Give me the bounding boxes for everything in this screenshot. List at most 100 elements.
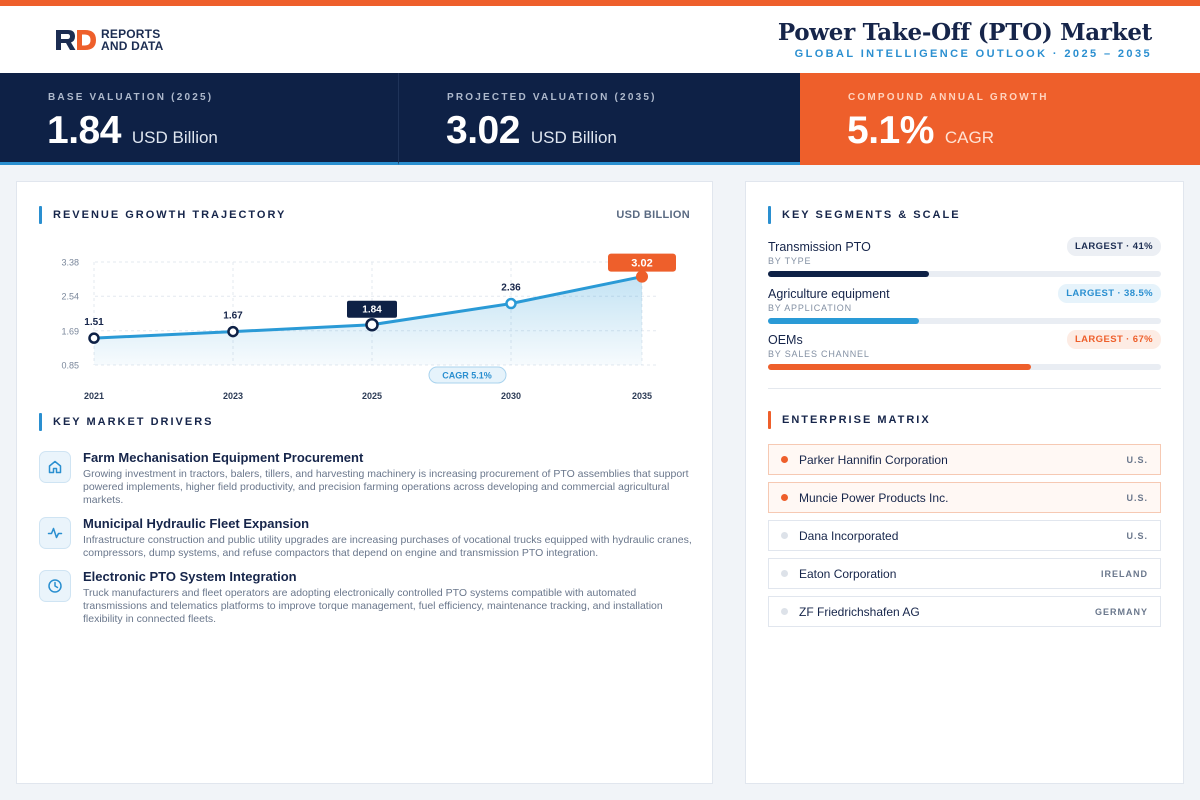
segment-bar-track [768,271,1161,277]
y-tick-label: 3.38 [61,258,79,268]
cagr-annotation: CAGR 5.1% [428,366,507,384]
company-country: IRELAND [1101,568,1148,579]
section-accent [39,413,42,431]
header: REPORTS AND DATA Power Take-Off (PTO) Ma… [0,6,1200,73]
segment-share-badge: LARGEST · 67% [1066,330,1161,349]
driver-item: Farm Mechanisation Equipment Procurement… [39,450,699,507]
clock-icon [39,570,71,602]
data-point [365,317,379,332]
segment-row: Transmission PTO BY TYPE LARGEST · 41% [768,237,1161,277]
data-label: 1.51 [84,317,104,328]
segment-row: Agriculture equipment BY APPLICATION LAR… [768,284,1161,324]
segment-bar-fill [768,318,920,324]
kpi-unit: USD Billion [131,128,218,147]
company-country: U.S. [1126,530,1148,541]
x-tick-label: 2023 [223,391,243,401]
enterprise-row[interactable]: Parker Hannifin Corporation U.S. [768,444,1161,475]
kpi-value: 1.84 [47,109,121,152]
section-accent [768,206,771,224]
data-point [227,325,239,338]
enterprise-row[interactable]: Dana Incorporated U.S. [768,520,1161,551]
driver-item: Electronic PTO System Integration Truck … [39,569,699,626]
activity-icon [39,517,71,549]
kpi-unit: CAGR [944,128,995,147]
right-panel: KEY SEGMENTS & SCALE Transmission PTO BY… [745,181,1184,784]
bullet-dot [781,532,788,539]
section-accent [768,411,771,429]
company-name: Dana Incorporated [799,528,899,543]
segment-bar-fill [768,271,930,277]
enterprise-row[interactable]: ZF Friedrichshafen AG GERMANY [768,596,1161,627]
x-tick-label: 2025 [362,391,382,401]
driver-text: Growing investment in tractors, balers, … [83,468,689,506]
cagr-annotation-label: CAGR 5.1% [442,371,492,381]
kpi-value: 5.1% [847,109,934,152]
driver-item: Municipal Hydraulic Fleet Expansion Infr… [39,516,699,560]
x-tick-label: 2030 [501,391,521,401]
data-point [636,270,648,283]
company-country: U.S. [1126,492,1148,503]
x-tick-label: 2021 [84,391,104,401]
page-title: Power Take-Off (PTO) Market [777,19,1152,46]
revenue-chart: 3.38 2.54 1.69 0.85 2021 2023 2025 2030 2035 CAG… [61,253,676,401]
company-country: GERMANY [1094,606,1148,617]
company-name: Eaton Corporation [799,566,897,581]
brand-logo[interactable]: REPORTS AND DATA [55,28,163,52]
drivers-title: KEY MARKET DRIVERS [53,416,214,428]
segment-share-badge: LARGEST · 41% [1066,237,1161,256]
company-name: Muncie Power Products Inc. [799,490,949,505]
company-name: Parker Hannifin Corporation [799,452,948,467]
y-tick-label: 0.85 [61,361,79,371]
company-name: ZF Friedrichshafen AG [799,604,920,619]
kpi-label: PROJECTED VALUATION (2035) [447,92,657,103]
kpi-label: COMPOUND ANNUAL GROWTH [848,92,1049,103]
revenue-title: REVENUE GROWTH TRAJECTORY [53,209,287,221]
bullet-dot [781,570,788,577]
drivers-section-title: KEY MARKET DRIVERS [39,413,213,431]
brand-line-1: REPORTS [101,27,161,41]
section-divider [768,388,1161,389]
brand-name: REPORTS AND DATA [101,28,163,52]
kpi-strip: BASE VALUATION (2025) 1.84 USD Billion PR… [0,73,1200,165]
data-point [505,297,517,310]
section-accent [39,206,42,224]
enterprise-section-title: ENTERPRISE MATRIX [768,411,931,429]
data-label-box [608,253,676,272]
enterprise-row[interactable]: Eaton Corporation IRELAND [768,558,1161,589]
data-label-box [347,300,397,318]
segments-section-title: KEY SEGMENTS & SCALE [768,206,961,224]
rd-logo-icon [56,30,96,50]
company-country: U.S. [1126,454,1148,465]
home-icon [39,451,71,483]
enterprise-row[interactable]: Muncie Power Products Inc. U.S. [768,482,1161,513]
driver-title: Municipal Hydraulic Fleet Expansion [83,516,310,531]
revenue-section-title: REVENUE GROWTH TRAJECTORY [39,206,286,224]
segment-share-badge: LARGEST · 38.5% [1058,284,1161,303]
driver-text: Infrastructure construction and public u… [83,534,692,559]
chart-area-fill [94,276,642,365]
data-point [88,332,100,344]
drivers-list: Farm Mechanisation Equipment Procurement… [39,450,699,626]
unit-label: USD BILLION [616,209,690,221]
data-label: 1.67 [223,311,243,322]
segment-category: BY TYPE [768,256,812,266]
kpi-label: BASE VALUATION (2025) [48,92,214,103]
kpi-cagr: COMPOUND ANNUAL GROWTH 5.1% CAGR [800,73,1200,165]
y-tick-label: 1.69 [61,326,79,336]
report-title-block: Power Take-Off (PTO) Market GLOBAL INTEL… [778,19,1152,60]
kpi-projected-valuation: PROJECTED VALUATION (2035) 3.02 USD Billi… [399,73,800,165]
segments-title: KEY SEGMENTS & SCALE [782,209,961,221]
driver-text: Truck manufacturers and fleet operators … [83,587,663,625]
driver-title: Farm Mechanisation Equipment Procurement [83,450,364,465]
segment-row: OEMs BY SALES CHANNEL LARGEST · 67% [768,330,1161,370]
segment-name: OEMs [768,333,803,347]
bullet-dot [781,608,788,615]
x-tick-label: 2035 [632,391,652,401]
bullet-dot [781,456,788,463]
y-tick-label: 2.54 [61,292,79,302]
brand-line-2: AND DATA [101,39,164,53]
segment-category: BY APPLICATION [768,303,852,313]
page-subtitle: GLOBAL INTELLIGENCE OUTLOOK · 2025 – 203… [794,48,1152,60]
left-panel: REVENUE GROWTH TRAJECTORY USD BILLION 3.… [16,181,713,784]
kpi-value: 3.02 [446,109,520,152]
